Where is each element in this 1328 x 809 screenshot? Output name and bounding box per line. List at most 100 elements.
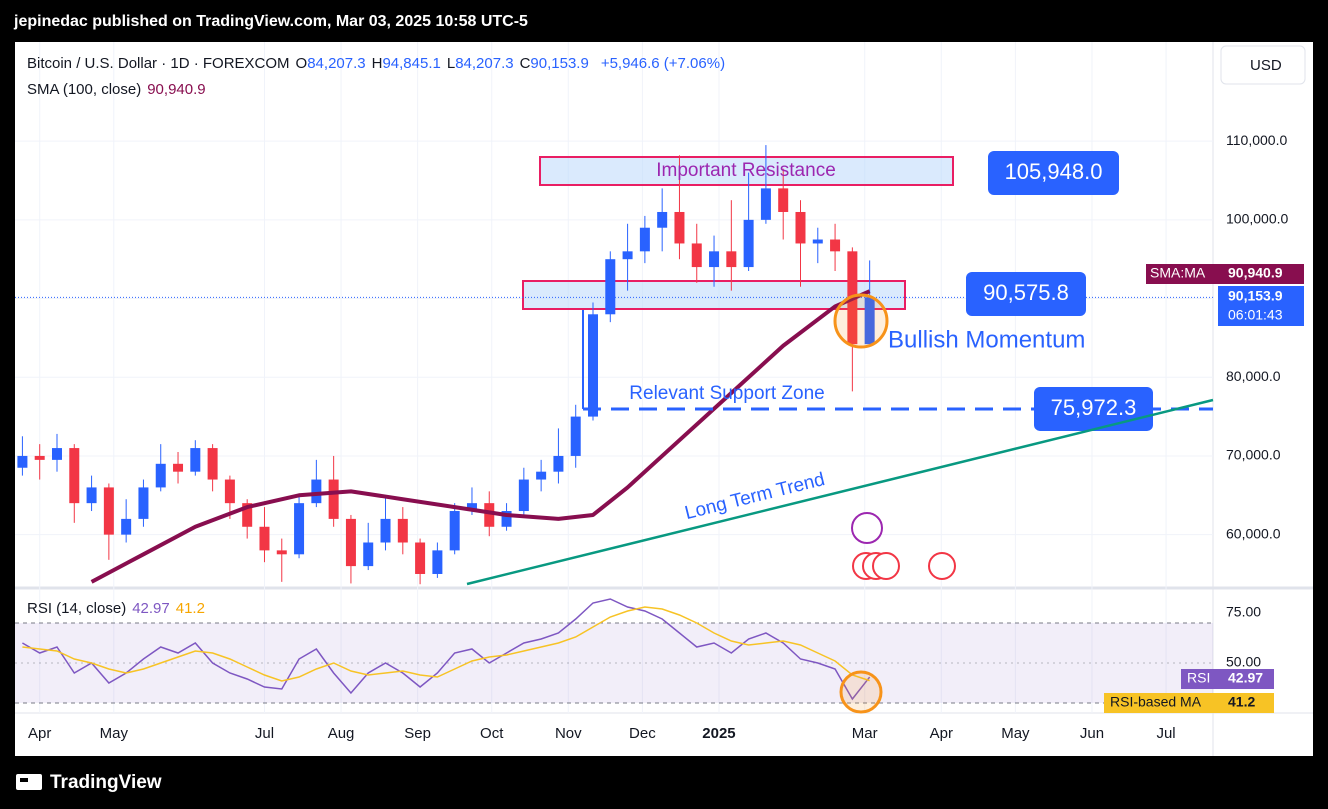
price-badge-label: 75,972.3 xyxy=(1051,395,1137,420)
candle-body xyxy=(501,511,512,527)
candle-body xyxy=(86,487,97,504)
candle-body xyxy=(795,211,806,244)
annotation: Bullish Momentum xyxy=(888,326,1085,353)
candle-body xyxy=(518,479,529,512)
rsi-line xyxy=(22,598,871,701)
candle-body xyxy=(34,455,45,460)
annotation: Important Resistance xyxy=(656,160,836,181)
candle-body xyxy=(328,479,339,519)
price-badge xyxy=(988,151,1119,196)
currency-button[interactable] xyxy=(1220,45,1306,85)
candle-body xyxy=(812,239,823,244)
brand: TradingView xyxy=(50,772,162,793)
price-badge-label: 90,575.8 xyxy=(983,280,1069,305)
candle-body xyxy=(691,243,702,268)
candle-body xyxy=(743,219,754,268)
ohlc-label: O xyxy=(295,55,308,72)
candle-body xyxy=(103,487,114,535)
candle-body xyxy=(311,479,322,504)
candle-body xyxy=(674,211,685,244)
candle-body xyxy=(276,550,287,555)
candle-body xyxy=(466,503,477,512)
ohlc-label: L xyxy=(446,55,456,72)
candle-body xyxy=(121,518,132,535)
price-badge-label: 105,948.0 xyxy=(1005,159,1103,184)
rsi-badge xyxy=(1104,693,1274,713)
candle-body xyxy=(536,471,547,480)
sma-badge-name: SMA:MA xyxy=(1150,265,1206,281)
currency: USD xyxy=(1250,57,1282,74)
candle-body xyxy=(605,259,616,315)
last-price-label: 90,153.9 xyxy=(1228,288,1283,304)
trend-line xyxy=(466,398,1214,586)
sma-name: SMA (100, close) xyxy=(27,81,142,98)
price-legend: Bitcoin / U.S. Dollar · 1D · FOREXCOM O84… xyxy=(27,55,731,72)
resistance-zone xyxy=(539,156,954,186)
grid xyxy=(15,42,1213,713)
candle-body xyxy=(51,448,62,460)
ohlc-label: C xyxy=(519,55,531,72)
rsi-value: 42.97 xyxy=(132,600,170,617)
highlight-circle xyxy=(839,670,883,714)
candle-body xyxy=(449,511,460,551)
highlight-circle xyxy=(833,293,889,349)
x-tick-label: Jul xyxy=(1156,725,1175,742)
x-tick-label: Dec xyxy=(629,725,656,742)
candle-body xyxy=(242,503,253,527)
candle-body xyxy=(588,314,599,417)
y-tick-label: 50.00 xyxy=(1226,654,1261,670)
candle-body xyxy=(778,188,789,212)
ohlc-value: 84,207.3 xyxy=(455,55,514,72)
y-tick-label: 70,000.0 xyxy=(1226,447,1281,463)
sma-badge-value: 90,940.9 xyxy=(1228,265,1283,281)
y-tick-label: 60,000.0 xyxy=(1226,525,1281,541)
x-tick-label: Jul xyxy=(255,725,274,742)
x-tick-label: 2025 xyxy=(702,725,735,742)
rsi-band xyxy=(15,623,1213,703)
candle-body xyxy=(363,542,374,567)
ohlc-label: H xyxy=(371,55,383,72)
last-price-badge xyxy=(1218,286,1304,326)
candle-body xyxy=(259,526,270,551)
candle-body xyxy=(397,518,408,543)
candle-body xyxy=(155,463,166,488)
candle-body xyxy=(380,518,391,543)
candle-body xyxy=(864,297,875,345)
candle-body xyxy=(415,542,426,574)
price-badge xyxy=(966,272,1086,317)
plot: Apr May Jul Aug Sep Oct Nov Dec 2025 Mar Apr May Jun… xyxy=(15,132,1304,742)
rsi-ma-value: 41.2 xyxy=(175,600,205,617)
candle-body xyxy=(657,211,668,228)
y-tick-label: 80,000.0 xyxy=(1226,368,1281,384)
rsi-badge-name: RSI xyxy=(1187,670,1210,686)
rsi-line xyxy=(22,606,870,682)
ohlc-value: 94,845.1 xyxy=(382,55,441,72)
candle-body xyxy=(760,188,771,220)
price-badge xyxy=(1034,386,1153,431)
candle-body xyxy=(484,503,495,527)
x-tick-label: Mar xyxy=(852,725,878,742)
logo xyxy=(16,774,42,790)
sma-legend: SMA (100, close) 90,940.9 xyxy=(27,81,212,98)
x-tick-label: Apr xyxy=(930,725,953,742)
candle-body xyxy=(190,448,201,472)
y-tick-label: 75.00 xyxy=(1226,604,1261,620)
candle-body xyxy=(17,455,28,468)
y-tick-label: 100,000.0 xyxy=(1226,211,1288,227)
x-tick-label: May xyxy=(100,725,129,742)
ohlc: O84,207.3 H94,845.1 L84,207.3 C90,153.9 xyxy=(296,55,595,72)
x-tick-label: May xyxy=(1001,725,1030,742)
candle-body xyxy=(639,227,650,252)
event-icon xyxy=(872,552,900,580)
x-tick-label: Aug xyxy=(328,725,355,742)
x-tick-label: Oct xyxy=(480,725,504,742)
candle-body xyxy=(224,479,235,504)
x-tick-label: Apr xyxy=(28,725,51,742)
candle-body xyxy=(207,448,218,480)
rsi-badge-value: 42.97 xyxy=(1228,670,1263,686)
ohlc-value: 84,207.3 xyxy=(307,55,366,72)
candle-body xyxy=(830,239,841,252)
x-tick-label: Jun xyxy=(1080,725,1104,742)
